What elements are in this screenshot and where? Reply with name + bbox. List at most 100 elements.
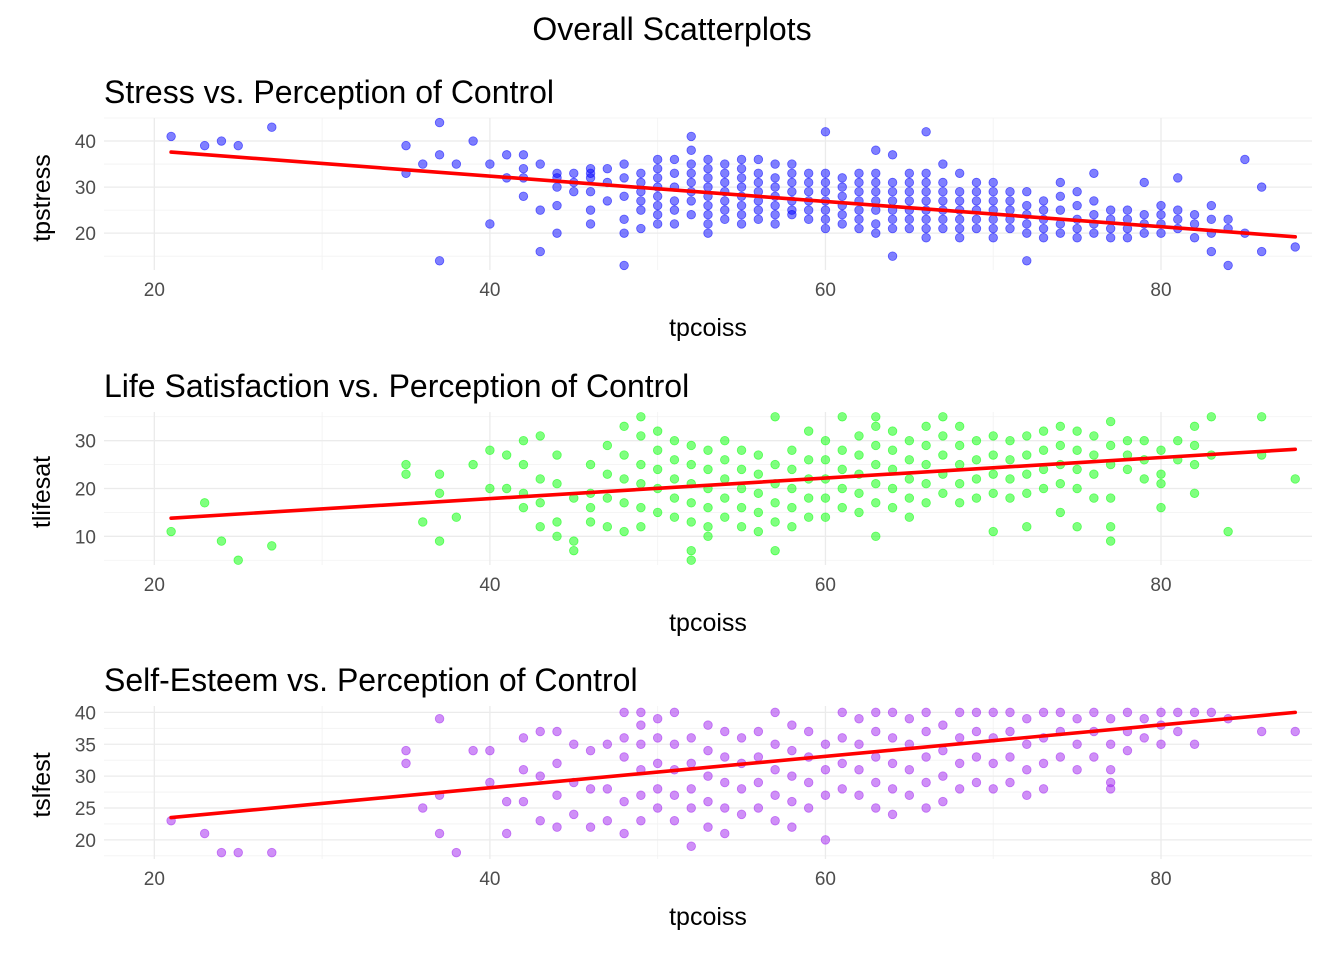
data-point xyxy=(468,136,478,146)
data-point xyxy=(1223,260,1233,271)
data-point xyxy=(753,488,764,498)
data-point xyxy=(736,182,747,192)
data-point xyxy=(904,177,915,188)
data-point xyxy=(854,177,864,188)
data-point xyxy=(753,168,764,178)
data-point xyxy=(954,223,965,234)
data-point xyxy=(652,191,663,202)
data-point xyxy=(1038,196,1049,206)
data-point xyxy=(971,435,982,446)
data-point xyxy=(720,196,730,206)
data-point xyxy=(921,459,931,470)
data-point xyxy=(820,493,831,503)
data-point xyxy=(871,479,881,489)
data-point xyxy=(787,483,797,494)
data-point xyxy=(669,219,680,229)
data-point xyxy=(267,122,277,132)
data-point xyxy=(720,205,730,215)
data-point xyxy=(1105,416,1116,427)
data-point xyxy=(1105,522,1116,532)
data-point xyxy=(954,233,965,243)
data-point xyxy=(1139,177,1149,188)
data-point xyxy=(602,739,613,749)
data-point xyxy=(854,714,864,724)
data-point xyxy=(837,412,847,422)
data-point xyxy=(1223,214,1233,225)
data-point xyxy=(1038,707,1049,718)
data-point xyxy=(854,205,864,215)
x-tick-label: 40 xyxy=(479,869,500,890)
data-point xyxy=(569,168,579,178)
data-point xyxy=(636,502,646,513)
data-point xyxy=(787,720,797,730)
data-point xyxy=(736,733,747,743)
data-point xyxy=(451,512,462,522)
data-point xyxy=(904,186,915,197)
data-point xyxy=(720,803,730,813)
data-point xyxy=(669,512,680,522)
data-point xyxy=(636,168,646,178)
data-point xyxy=(1089,707,1099,718)
trend-line-selfesteem xyxy=(169,710,1298,820)
data-point xyxy=(585,517,596,527)
data-point xyxy=(1022,488,1032,498)
data-point xyxy=(585,205,596,215)
data-point xyxy=(837,733,847,743)
data-point xyxy=(686,459,696,470)
data-point xyxy=(1022,450,1032,460)
data-point xyxy=(401,469,411,479)
x-tick-label: 40 xyxy=(479,280,500,301)
data-point xyxy=(686,733,696,743)
data-point xyxy=(988,233,998,243)
data-point xyxy=(887,733,898,743)
data-point xyxy=(770,219,780,229)
data-point xyxy=(669,790,680,800)
data-point xyxy=(971,177,982,188)
data-point xyxy=(1022,256,1032,266)
data-point xyxy=(1173,214,1183,225)
data-point xyxy=(971,186,982,197)
y-tick-label: 25 xyxy=(75,799,96,820)
data-point xyxy=(854,450,864,460)
data-point xyxy=(1173,435,1183,446)
data-point xyxy=(938,159,948,169)
panel-selfesteem: Self-Esteem vs. Perception of Control 20… xyxy=(28,662,1312,931)
data-point xyxy=(669,707,680,718)
data-point xyxy=(669,435,680,446)
data-point xyxy=(837,758,847,769)
data-point xyxy=(535,246,545,257)
trend-line-stress xyxy=(169,150,1298,239)
data-point xyxy=(1089,168,1099,178)
data-point xyxy=(787,771,797,781)
data-point xyxy=(988,784,998,794)
y-tick-label: 40 xyxy=(75,703,96,724)
data-point xyxy=(921,223,931,234)
x-axis-label-selfesteem: tpcoiss xyxy=(669,903,747,931)
data-point xyxy=(267,847,277,858)
data-point xyxy=(552,758,562,769)
data-point xyxy=(1038,223,1049,234)
data-point xyxy=(1038,483,1049,494)
data-point xyxy=(1290,242,1300,252)
data-point xyxy=(1072,739,1082,749)
data-point xyxy=(552,182,562,192)
data-point xyxy=(1256,182,1267,192)
data-point xyxy=(686,440,696,451)
y-tick-labels-selfesteem: 20 25 30 35 40 xyxy=(75,703,96,852)
data-point xyxy=(770,545,780,556)
data-point xyxy=(988,488,998,498)
data-point xyxy=(921,421,931,432)
data-point xyxy=(686,210,696,220)
data-point xyxy=(1105,765,1116,775)
data-point xyxy=(552,228,562,238)
data-point xyxy=(518,191,529,202)
data-point xyxy=(1156,707,1166,718)
data-point xyxy=(485,777,495,788)
y-tick-labels-stress: 20 30 40 xyxy=(75,132,96,245)
data-point xyxy=(703,182,713,192)
x-tick-label: 20 xyxy=(144,575,165,596)
data-point xyxy=(1005,196,1015,206)
data-point xyxy=(585,219,596,229)
data-point xyxy=(1256,412,1267,422)
data-point xyxy=(854,214,864,225)
